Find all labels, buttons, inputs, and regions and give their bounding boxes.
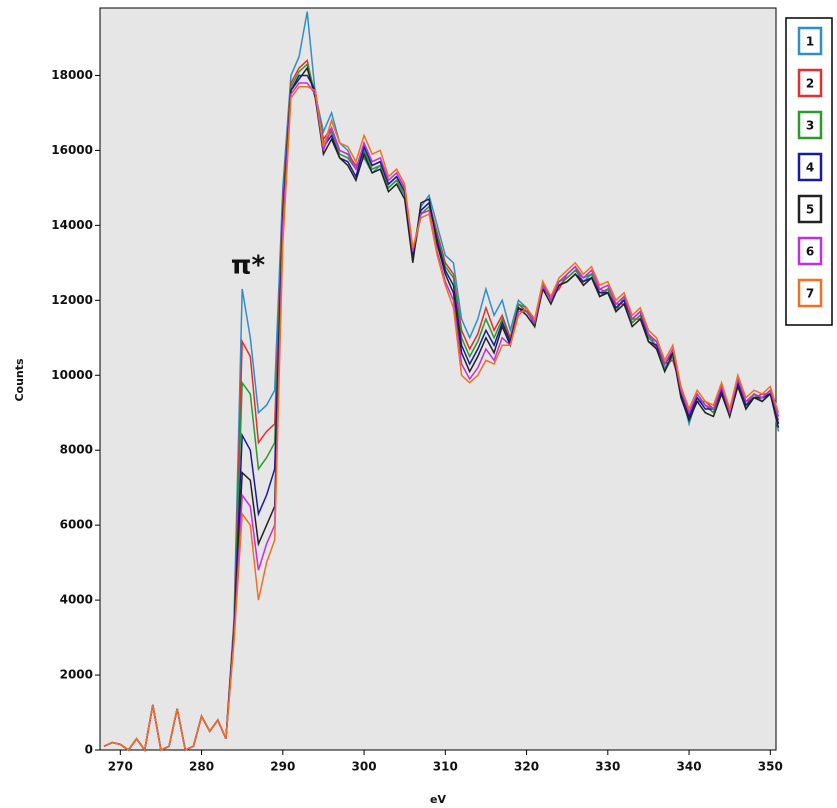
y-tick-label: 0 bbox=[85, 743, 93, 757]
x-tick-label: 300 bbox=[352, 760, 377, 774]
x-tick-label: 310 bbox=[433, 760, 458, 774]
legend-label: 2 bbox=[806, 77, 814, 91]
x-tick-label: 350 bbox=[758, 760, 783, 774]
y-axis-label: Counts bbox=[13, 358, 26, 402]
x-tick-label: 270 bbox=[108, 760, 133, 774]
y-tick-label: 4000 bbox=[60, 593, 93, 607]
x-tick-label: 290 bbox=[270, 760, 295, 774]
y-tick-label: 10000 bbox=[51, 368, 93, 382]
legend-label: 6 bbox=[806, 245, 814, 259]
legend-label: 4 bbox=[806, 161, 814, 175]
legend-label: 3 bbox=[806, 119, 814, 133]
y-tick-label: 16000 bbox=[51, 143, 93, 157]
y-tick-label: 18000 bbox=[51, 68, 93, 82]
y-tick-label: 14000 bbox=[51, 218, 93, 232]
y-tick-label: 2000 bbox=[60, 668, 93, 682]
y-tick-label: 8000 bbox=[60, 443, 93, 457]
plot-area bbox=[100, 8, 776, 750]
legend-label: 1 bbox=[806, 35, 814, 49]
x-axis-label: eV bbox=[430, 793, 446, 806]
y-tick-label: 12000 bbox=[51, 293, 93, 307]
legend-entries: 1 2 3 4 5 6 7 bbox=[799, 28, 821, 306]
annotation: π* bbox=[231, 251, 266, 281]
y-tick-label: 6000 bbox=[60, 518, 93, 532]
legend-label: 7 bbox=[806, 287, 814, 301]
x-tick-label: 330 bbox=[595, 760, 620, 774]
x-tick-label: 280 bbox=[189, 760, 214, 774]
x-tick-label: 320 bbox=[514, 760, 539, 774]
legend-label: 5 bbox=[806, 203, 814, 217]
x-tick-label: 340 bbox=[677, 760, 702, 774]
chart: 0 2000 4000 6000 8000 10000 12000 14000 16000 180… bbox=[0, 0, 837, 808]
